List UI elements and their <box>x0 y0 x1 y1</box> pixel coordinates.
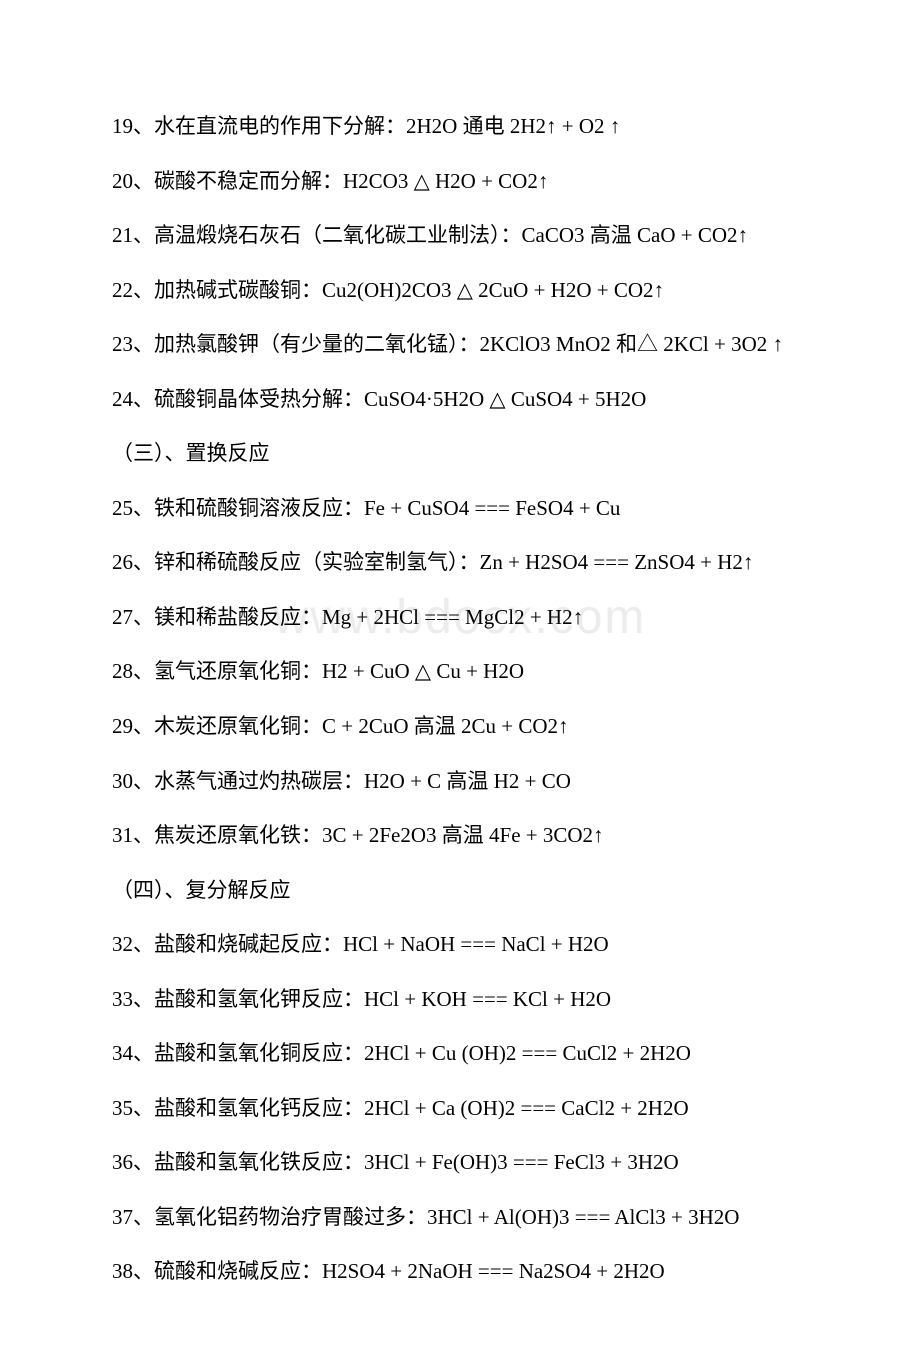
equation-line: 25、铁和硫酸铜溶液反应：Fe + CuSO4 === FeSO4 + Cu <box>70 492 850 525</box>
equation-line: 34、盐酸和氢氧化铜反应：2HCl + Cu (OH)2 === CuCl2 +… <box>70 1037 850 1070</box>
equation-line: 32、盐酸和烧碱起反应：HCl + NaOH === NaCl + H2O <box>70 928 850 961</box>
equation-line: 38、硫酸和烧碱反应：H2SO4 + 2NaOH === Na2SO4 + 2H… <box>70 1255 850 1288</box>
equation-line: 31、焦炭还原氧化铁：3C + 2Fe2O3 高温 4Fe + 3CO2↑ <box>70 819 850 852</box>
equation-line: 30、水蒸气通过灼热碳层：H2O + C 高温 H2 + CO <box>70 765 850 798</box>
equation-line: 23、加热氯酸钾（有少量的二氧化锰）：2KClO3 MnO2 和△ 2KCl +… <box>70 328 850 361</box>
equation-line: 26、锌和稀硫酸反应（实验室制氢气）：Zn + H2SO4 === ZnSO4 … <box>70 546 850 579</box>
equation-line: 37、氢氧化铝药物治疗胃酸过多：3HCl + Al(OH)3 === AlCl3… <box>70 1201 850 1234</box>
section-heading: （四）、复分解反应 <box>70 874 850 907</box>
document-page: 19、水在直流电的作用下分解：2H2O 通电 2H2↑ + O2 ↑ 20、碳酸… <box>0 0 920 1370</box>
equation-line: 35、盐酸和氢氧化钙反应：2HCl + Ca (OH)2 === CaCl2 +… <box>70 1092 850 1125</box>
page-wrapper: www.bdocx.com 19、水在直流电的作用下分解：2H2O 通电 2H2… <box>0 0 920 1370</box>
equation-line: 27、镁和稀盐酸反应：Mg + 2HCl === MgCl2 + H2↑ <box>70 601 850 634</box>
equation-line: 19、水在直流电的作用下分解：2H2O 通电 2H2↑ + O2 ↑ <box>70 110 850 143</box>
equation-line: 29、木炭还原氧化铜：C + 2CuO 高温 2Cu + CO2↑ <box>70 710 850 743</box>
equation-line: 33、盐酸和氢氧化钾反应：HCl + KOH === KCl + H2O <box>70 983 850 1016</box>
equation-line: 28、氢气还原氧化铜：H2 + CuO △ Cu + H2O <box>70 655 850 688</box>
equation-line: 22、加热碱式碳酸铜：Cu2(OH)2CO3 △ 2CuO + H2O + CO… <box>70 274 850 307</box>
equation-line: 20、碳酸不稳定而分解：H2CO3 △ H2O + CO2↑ <box>70 165 850 198</box>
equation-line: 21、高温煅烧石灰石（二氧化碳工业制法）：CaCO3 高温 CaO + CO2↑ <box>70 219 850 252</box>
equation-line: 36、盐酸和氢氧化铁反应：3HCl + Fe(OH)3 === FeCl3 + … <box>70 1146 850 1179</box>
section-heading: （三）、置换反应 <box>70 437 850 470</box>
equation-line: 24、硫酸铜晶体受热分解：CuSO4·5H2O △ CuSO4 + 5H2O <box>70 383 850 416</box>
